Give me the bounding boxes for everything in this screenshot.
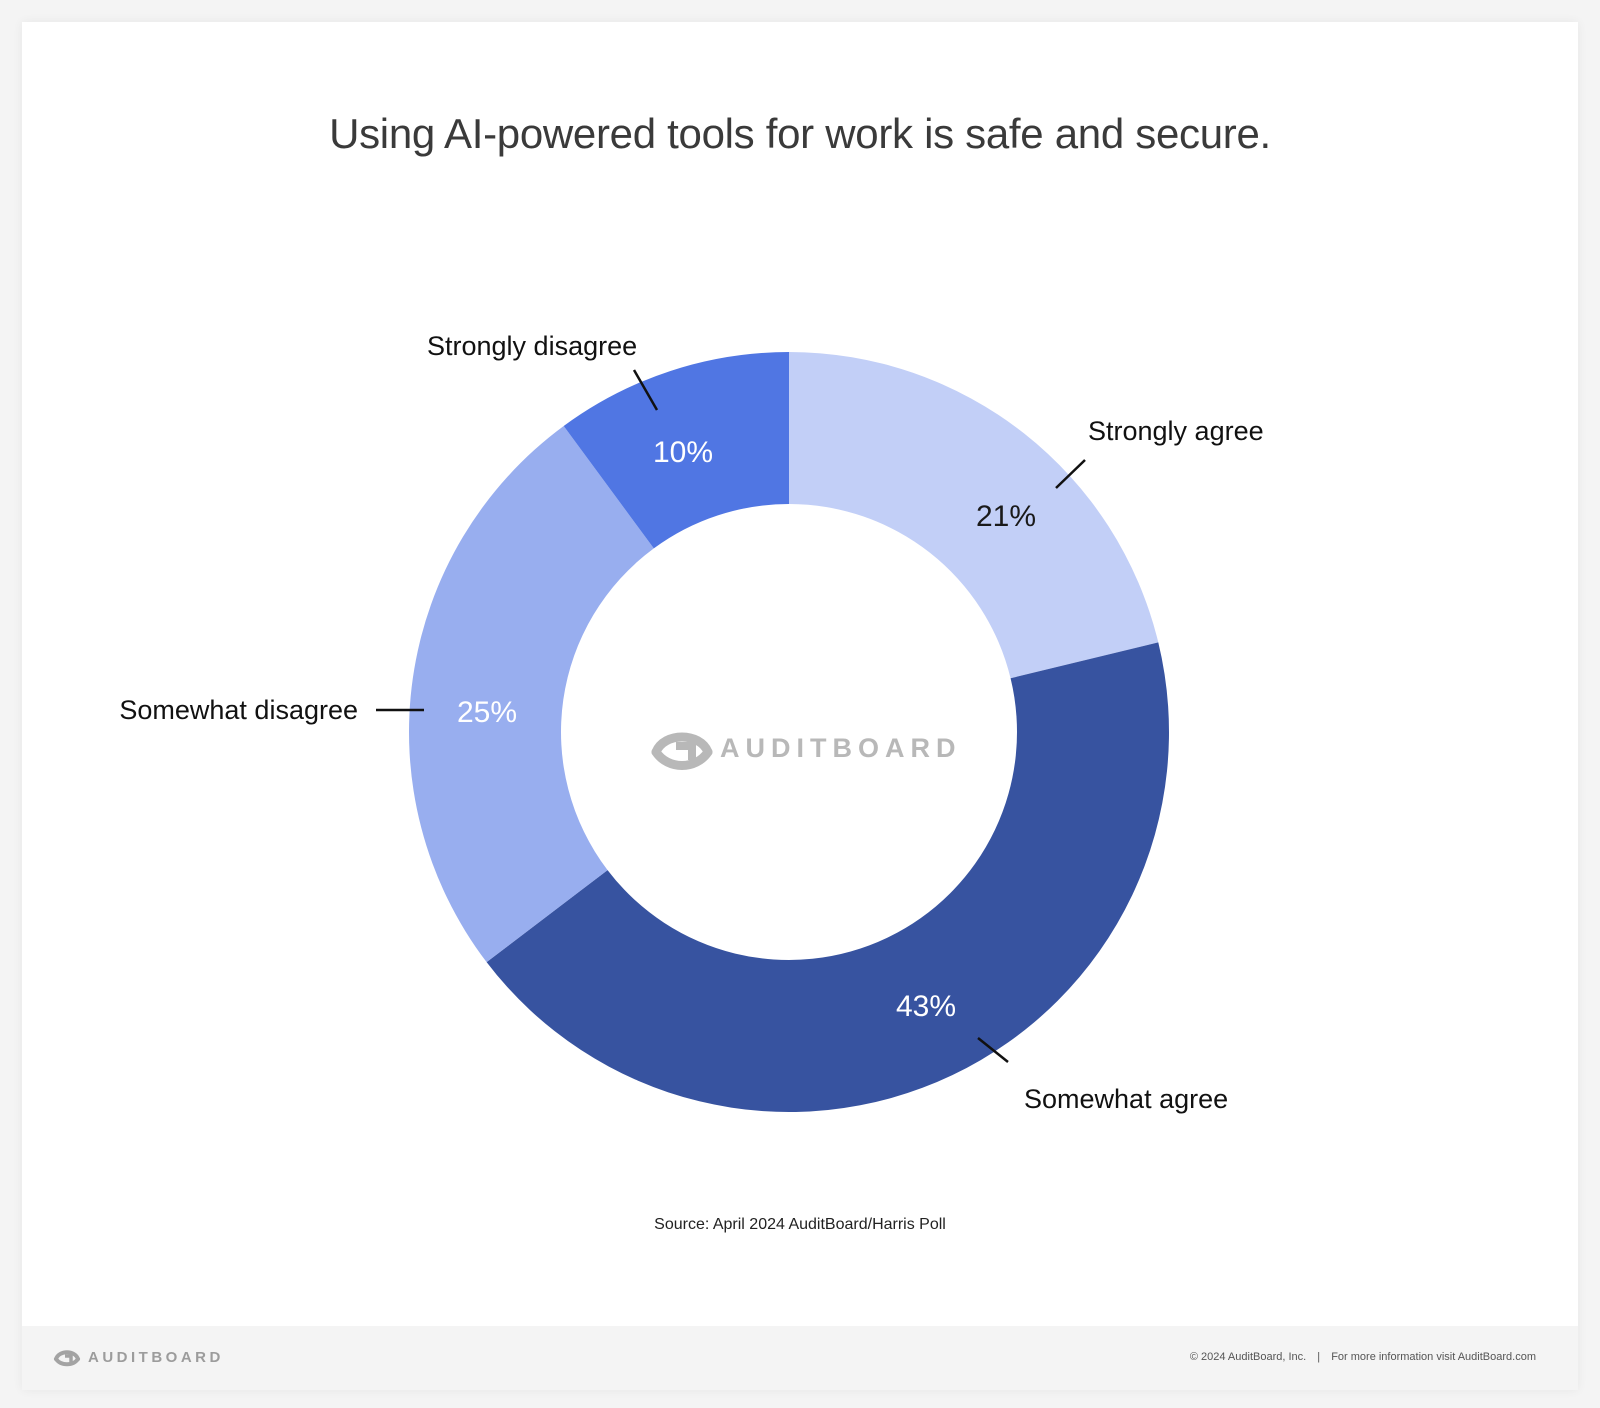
footer-info: © 2024 AuditBoard, Inc. | For more infor…	[1186, 1351, 1540, 1363]
footer-logo-text: AUDITBOARD	[88, 1348, 224, 1366]
labels-layer: 21% Strongly agree 43% Somewhat agree 25% Som…	[119, 331, 1263, 1114]
chart-title: Using AI-powered tools for work is safe …	[329, 110, 1271, 157]
slice-category-label: Strongly disagree	[427, 331, 637, 361]
center-logo: AUDITBOARD	[651, 732, 962, 770]
slice-value-label: 25%	[457, 696, 517, 729]
slice-value-label: 21%	[976, 500, 1036, 533]
leader-line	[977, 1037, 1009, 1063]
auditboard-logo-icon	[54, 1350, 80, 1367]
footer-link[interactable]: For more information visit AuditBoard.co…	[1331, 1351, 1536, 1363]
leader-line	[1055, 459, 1086, 489]
slice-category-label: Somewhat disagree	[119, 695, 358, 725]
footer-separator: |	[1317, 1351, 1321, 1363]
footer: AUDITBOARD © 2024 AuditBoard, Inc. | For…	[22, 1326, 1578, 1390]
donut-slice-somewhat-agree	[486, 642, 1170, 1113]
leader-line	[632, 369, 659, 411]
slice-category-label: Strongly agree	[1088, 416, 1264, 446]
donut-slice-strongly-disagree	[563, 352, 789, 549]
slice-value-label: 10%	[653, 436, 713, 469]
source-note: Source: April 2024 AuditBoard/Harris Pol…	[654, 1216, 946, 1233]
footer-logo[interactable]: AUDITBOARD	[52, 1344, 224, 1370]
leader-lines-layer	[376, 369, 1086, 1063]
chart-card	[22, 22, 1578, 1390]
slice-value-label: 43%	[896, 990, 956, 1023]
slice-category-label: Somewhat agree	[1024, 1084, 1228, 1114]
slices-layer	[409, 352, 1170, 1113]
center-logo-text: AUDITBOARD	[720, 733, 962, 763]
footer-copyright: © 2024 AuditBoard, Inc.	[1189, 1351, 1307, 1363]
donut-slice-strongly-agree	[789, 352, 1159, 679]
auditboard-logo-icon	[651, 732, 713, 770]
donut-slice-somewhat-disagree	[409, 425, 654, 963]
